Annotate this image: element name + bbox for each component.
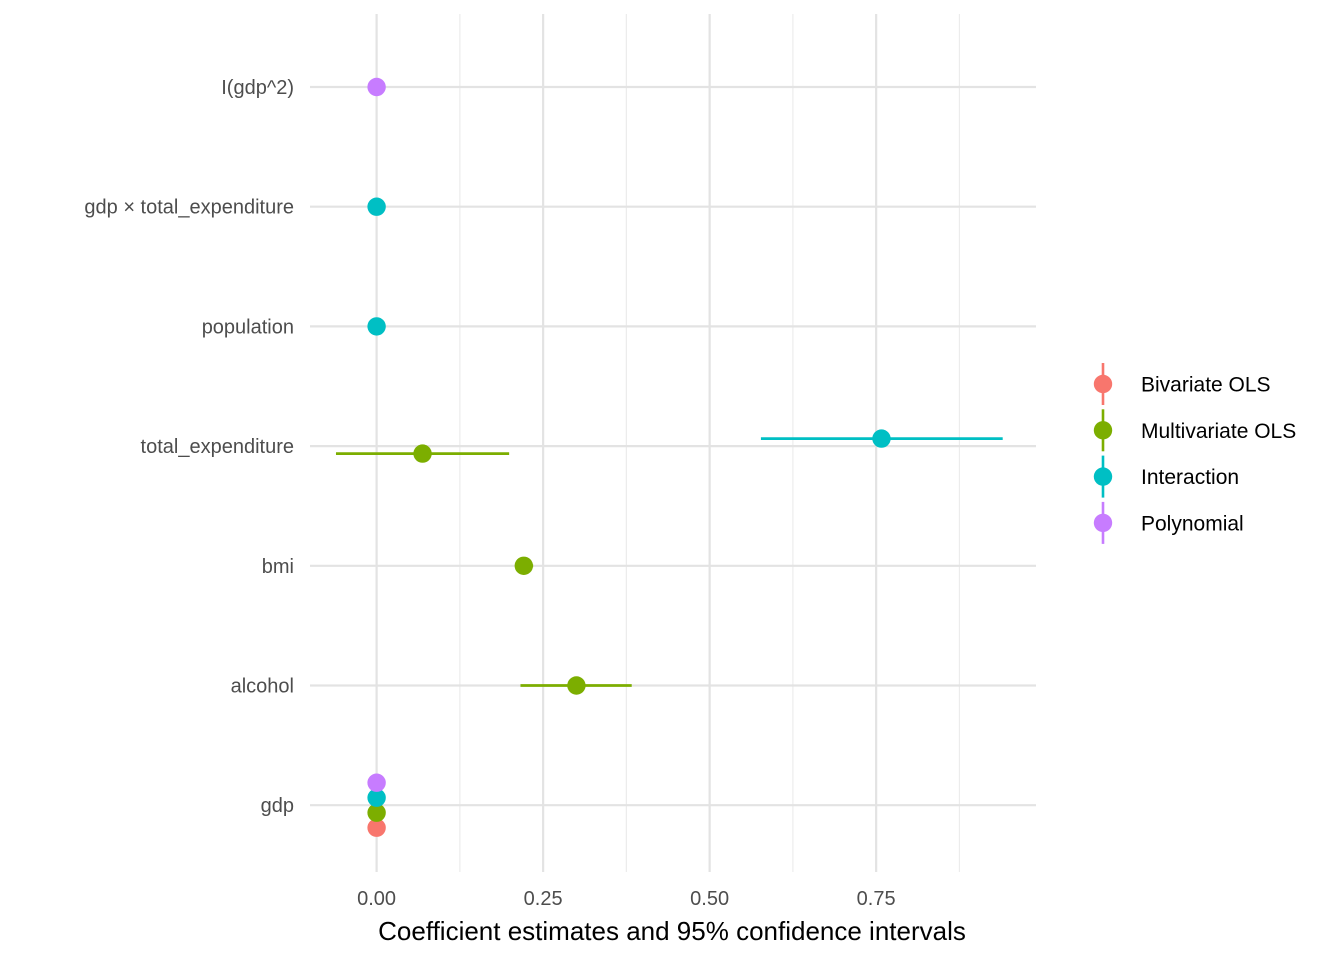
coefficient-point [413, 444, 432, 463]
coefficient-point [872, 429, 891, 448]
legend-item: Interaction [1093, 455, 1239, 498]
coefficient-point [367, 788, 386, 807]
x-tick-label: 0.75 [857, 888, 896, 910]
grid [310, 14, 1036, 872]
coefficient-point [567, 676, 586, 695]
coefficient-point-group [367, 317, 386, 336]
coefficient-point-group [367, 788, 386, 807]
coefficient-point [367, 818, 386, 837]
x-axis-tick-labels: 0.00 0.25 0.50 0.75 [357, 888, 895, 910]
y-tick-label: gdp × total_expenditure [84, 197, 294, 219]
legend-label: Bivariate OLS [1141, 374, 1271, 397]
coefficient-point-group [514, 556, 534, 575]
legend-key-point [1093, 513, 1113, 533]
coefficient-point [367, 197, 386, 216]
x-tick-label: 0.50 [690, 888, 729, 910]
coefficient-point-group [335, 444, 510, 463]
coefficient-point-group [367, 773, 386, 792]
legend-label: Polynomial [1141, 512, 1244, 535]
coefficient-point-group [367, 77, 386, 97]
coefficient-point [367, 77, 386, 97]
coefficient-point [367, 803, 386, 822]
coefficient-point [367, 317, 386, 336]
legend-key-point [1093, 467, 1113, 486]
y-tick-label: bmi [262, 556, 294, 578]
coefficient-point-group [367, 818, 386, 837]
legend-item: Multivariate OLS [1093, 409, 1296, 452]
y-axis-tick-labels: gdp alcohol bmi total_expenditure population… [84, 77, 294, 817]
coefficient-point-group [520, 676, 632, 695]
legend-key-point [1093, 374, 1113, 394]
x-axis-title: Coefficient estimates and 95% confidence… [378, 916, 966, 946]
legend: Bivariate OLS Multivariate OLS Interaction… [1093, 363, 1296, 544]
y-tick-label: total_expenditure [141, 436, 294, 458]
y-tick-label: gdp [261, 795, 294, 817]
legend-label: Multivariate OLS [1141, 420, 1296, 443]
y-tick-label: alcohol [231, 676, 294, 698]
x-tick-label: 0.00 [357, 888, 396, 910]
legend-item: Polynomial [1093, 501, 1244, 544]
coefficient-point [514, 556, 534, 575]
legend-label: Interaction [1141, 466, 1239, 489]
legend-item: Bivariate OLS [1093, 363, 1271, 405]
coefficient-point-group [760, 429, 1003, 448]
coefficient-point-group [367, 803, 386, 822]
y-tick-label: population [202, 316, 294, 338]
y-tick-label: I(gdp^2) [221, 77, 294, 99]
legend-key-point [1093, 421, 1113, 440]
coefficient-point [367, 773, 386, 792]
coefficient-point-group [367, 197, 386, 216]
plot-marks [335, 77, 1003, 837]
x-tick-label: 0.25 [524, 888, 563, 910]
